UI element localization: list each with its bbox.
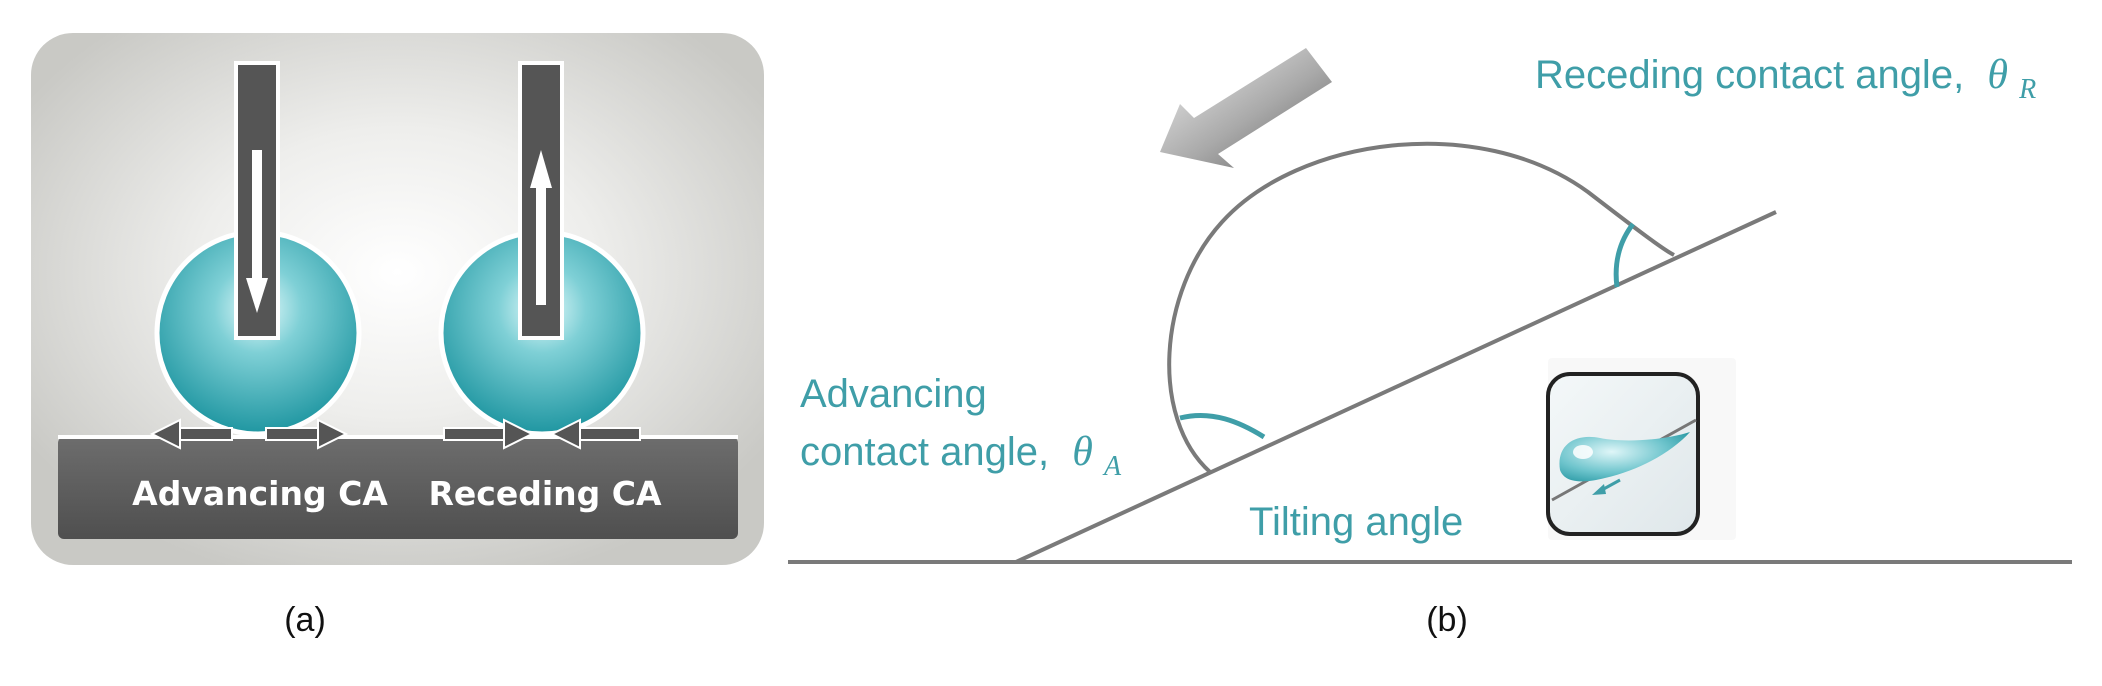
tilted-drop-outline	[1167, 141, 1675, 474]
advancing-spread-arrows	[149, 418, 349, 450]
advancing-angle-arc	[1179, 412, 1266, 440]
tilted-surface	[1015, 210, 1777, 564]
down-arrow-icon	[246, 278, 268, 313]
receding-angle-arc	[1613, 222, 1636, 288]
panel-a: Advancing CA Receding CA (a)	[31, 33, 764, 639]
panel-a-caption: (a)	[284, 601, 326, 639]
panel-b-caption: (b)	[1426, 601, 1468, 639]
sliding-drop-inset-icon	[1546, 358, 1736, 540]
substrate-bar	[58, 437, 738, 539]
receding-angle-label: Receding contact angle, θ R	[1535, 52, 2036, 105]
receding-ca-label: Receding CA	[428, 474, 661, 513]
advancing-ca-label: Advancing CA	[132, 474, 388, 513]
up-arrow-icon	[530, 150, 552, 188]
motion-direction-arrow-icon	[1160, 48, 1332, 168]
panel-b: Receding contact angle, θ R Advancing co…	[788, 48, 2072, 639]
receding-needle-channel	[536, 185, 546, 305]
advancing-angle-label-line1: Advancing	[800, 372, 987, 416]
tilting-angle-label: Tilting angle	[1249, 500, 1463, 544]
advancing-angle-label-line2: contact angle, θ A	[800, 429, 1122, 482]
advancing-needle-channel	[252, 150, 262, 280]
receding-shrink-arrows	[443, 418, 641, 450]
